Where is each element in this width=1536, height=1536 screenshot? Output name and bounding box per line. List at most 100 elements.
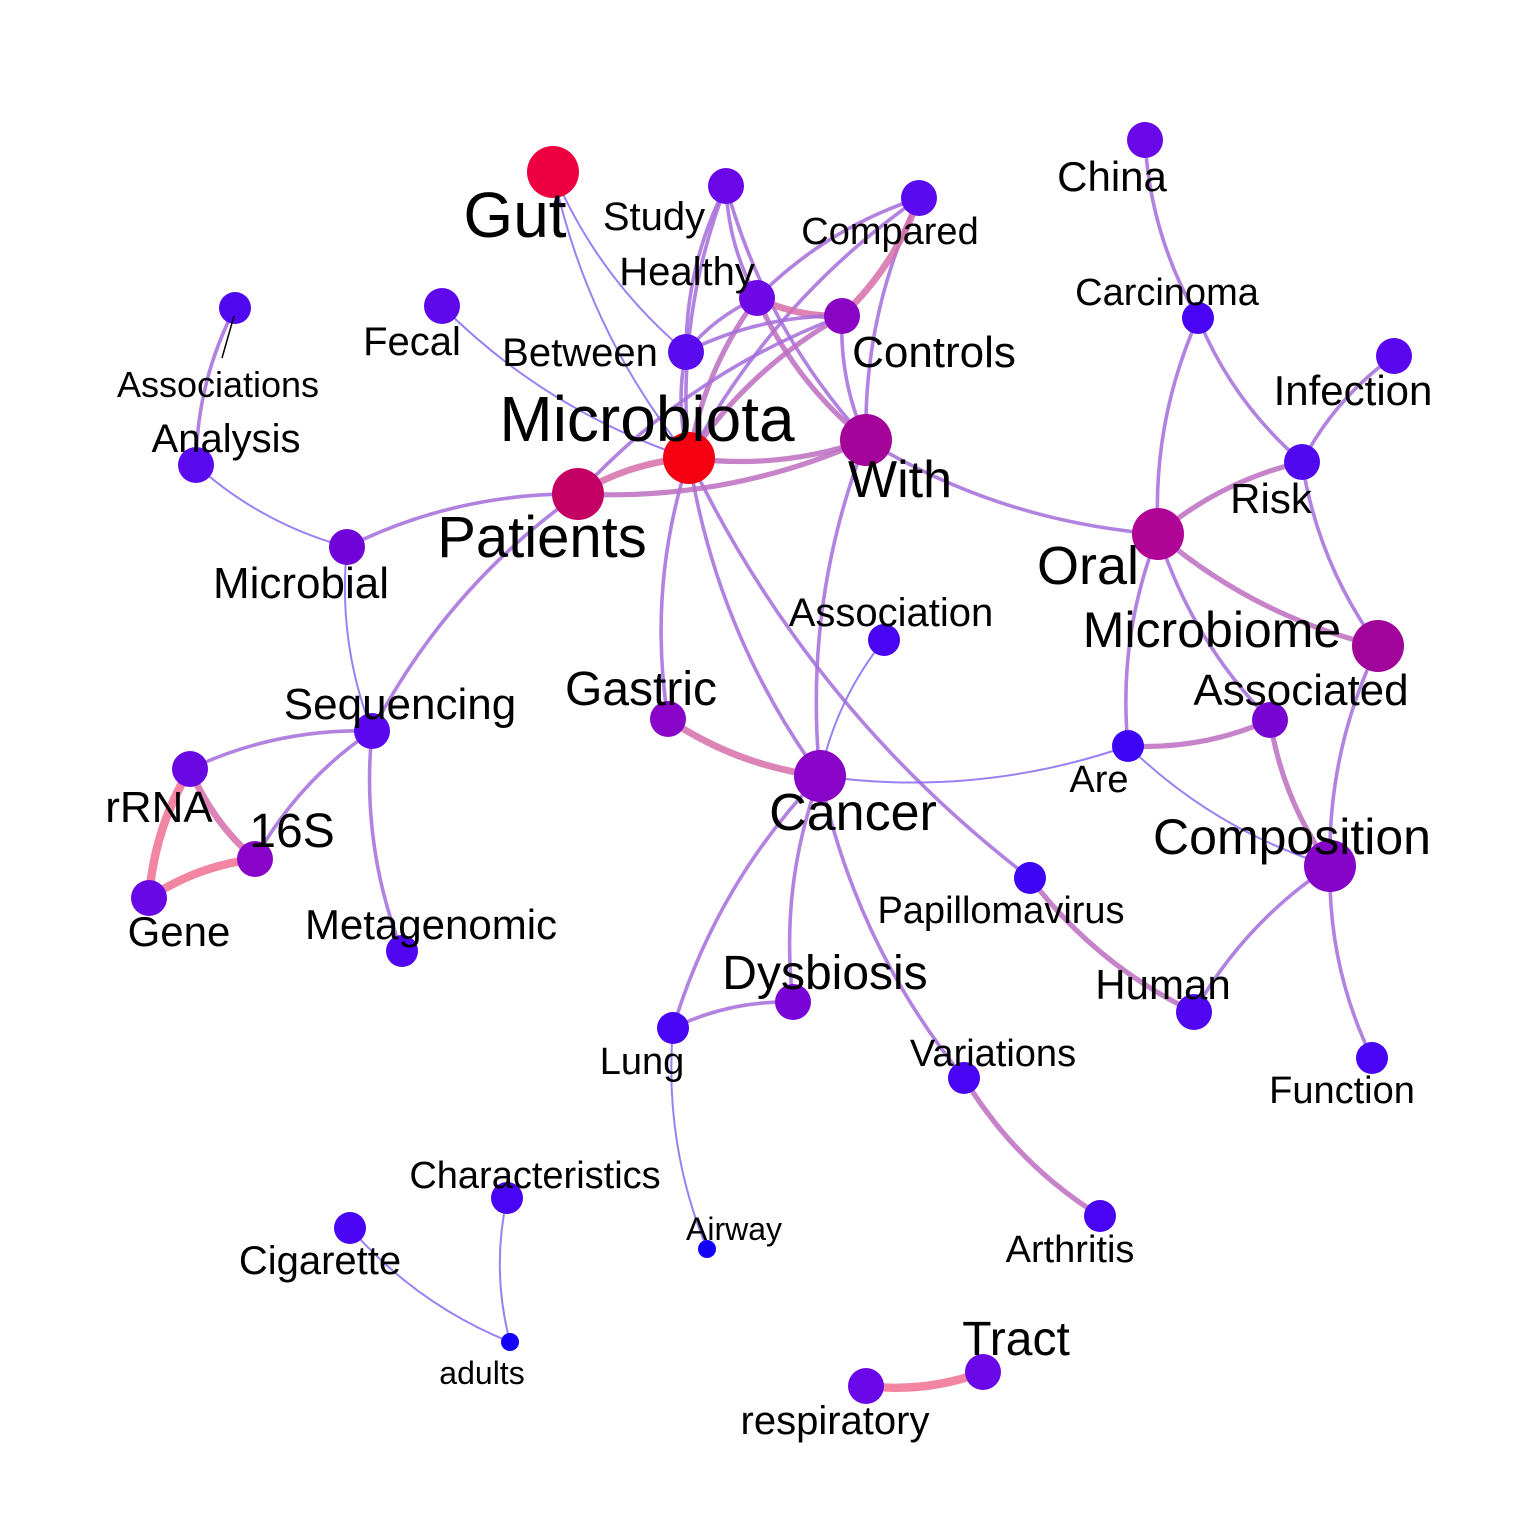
node-risk[interactable] <box>1284 444 1320 480</box>
node-cigarette[interactable] <box>334 1212 366 1244</box>
node-metagenomic[interactable] <box>386 935 418 967</box>
node-compared[interactable] <box>901 180 937 216</box>
node-controls[interactable] <box>824 298 860 334</box>
node-study[interactable] <box>708 168 744 204</box>
edge-analysis-microbial <box>195 464 348 548</box>
node-lung[interactable] <box>657 1012 689 1044</box>
node-infection[interactable] <box>1376 338 1412 374</box>
node-gastric[interactable] <box>650 701 686 737</box>
edge-china-carcinoma <box>1143 138 1200 320</box>
node-function[interactable] <box>1356 1042 1388 1074</box>
node-label-gut: Gut <box>463 179 566 251</box>
node-label-with: With <box>848 451 952 509</box>
node-with[interactable] <box>840 414 892 466</box>
node-gut[interactable] <box>527 146 579 198</box>
node-variations[interactable] <box>948 1062 980 1094</box>
node-label-characteristics: Characteristics <box>409 1155 660 1197</box>
node-16s[interactable] <box>237 841 273 877</box>
node-healthy[interactable] <box>739 280 775 316</box>
network-labels: Gut Microbiota Study Compared Healthy Fecal Be… <box>105 153 1432 1443</box>
node-tract[interactable] <box>965 1354 1001 1390</box>
edge-with-oral <box>864 438 1160 536</box>
node-carcinoma[interactable] <box>1182 302 1214 334</box>
node-papillomavirus[interactable] <box>1014 862 1046 894</box>
node-rrna[interactable] <box>172 751 208 787</box>
node-label-respiratory: respiratory <box>741 1399 930 1443</box>
node-label-study: Study <box>603 195 705 239</box>
node-label-microbiota: Microbiota <box>499 383 795 455</box>
node-label-adults: adults <box>439 1355 524 1391</box>
node-dysbiosis[interactable] <box>775 984 811 1020</box>
node-label-rrna: rRNA <box>105 783 213 832</box>
edge-cigarette-adults <box>349 1227 511 1343</box>
edge-oral-associated <box>1156 532 1272 722</box>
node-adults[interactable] <box>501 1333 519 1351</box>
node-label-china: China <box>1057 153 1167 200</box>
node-label-microbial: Microbial <box>213 559 389 608</box>
node-china[interactable] <box>1127 122 1163 158</box>
node-microbiota[interactable] <box>663 432 715 484</box>
edge-study-microbiota <box>684 184 728 460</box>
node-characteristics[interactable] <box>491 1182 523 1214</box>
node-gene[interactable] <box>131 880 167 916</box>
node-fecal[interactable] <box>424 288 460 324</box>
node-composition[interactable] <box>1304 840 1356 892</box>
node-label-variations: Variations <box>910 1033 1076 1075</box>
node-association[interactable] <box>868 624 900 656</box>
node-associated[interactable] <box>1252 702 1288 738</box>
node-label-gene: Gene <box>128 908 231 955</box>
edge-cancer-dysbiosis <box>787 774 822 1004</box>
edge-cancer-lung <box>671 774 822 1030</box>
edge-gut-between <box>552 171 687 353</box>
edge-microbiome-composition <box>1328 644 1380 868</box>
node-airway[interactable] <box>698 1240 716 1258</box>
edge-compared-healthy <box>755 196 921 300</box>
edge-controls-microbiota <box>686 313 845 461</box>
edge-cancer-variations <box>818 774 966 1080</box>
node-cancer[interactable] <box>794 750 846 802</box>
node-label-compared: Compared <box>801 211 978 253</box>
node-label-composition: Composition <box>1153 809 1431 865</box>
edge-microbiota-cancer <box>687 456 822 778</box>
node-microbial[interactable] <box>329 529 365 565</box>
node-label-function: Function <box>1269 1070 1415 1112</box>
node-label-association: Association <box>789 591 994 635</box>
node-sequencing[interactable] <box>354 713 390 749</box>
edge-compared-microbiota <box>687 196 921 460</box>
node-patients[interactable] <box>552 468 604 520</box>
node-label-oral: Oral <box>1037 536 1139 596</box>
edge-carcinoma-oral <box>1155 316 1200 536</box>
node-label-controls: Controls <box>852 328 1016 377</box>
node-associations[interactable] <box>219 292 251 324</box>
node-label-analysis: Analysis <box>152 417 301 461</box>
edge-sequencing-rrna <box>188 729 374 771</box>
node-label-metagenomic: Metagenomic <box>305 901 557 948</box>
edge-oral-are <box>1124 532 1160 748</box>
edge-microbiota-papillomavirus <box>687 456 1032 880</box>
edge-sequencing-metagenomic <box>367 729 404 953</box>
node-label-human: Human <box>1095 961 1230 1008</box>
edge-controls-patients <box>576 314 844 496</box>
node-label-associated: Associated <box>1193 666 1408 715</box>
node-label-between: Between <box>502 331 658 375</box>
edge-controls-between <box>684 314 844 354</box>
node-between[interactable] <box>668 334 704 370</box>
node-label-are: Are <box>1069 759 1128 801</box>
node-are[interactable] <box>1112 730 1144 762</box>
node-oral[interactable] <box>1132 508 1184 560</box>
edge-fecal-microbiota <box>441 305 690 459</box>
edge-oral-microbiome <box>1155 531 1381 649</box>
node-analysis[interactable] <box>178 447 214 483</box>
node-label-airway: Airway <box>686 1211 782 1247</box>
node-label-sequencing: Sequencing <box>284 680 516 729</box>
node-label-tract: Tract <box>962 1313 1070 1366</box>
node-arthritis[interactable] <box>1084 1200 1116 1232</box>
edge-carcinoma-risk <box>1196 316 1304 464</box>
node-microbiome[interactable] <box>1352 620 1404 672</box>
edge-study-between <box>684 184 728 354</box>
node-label-infection: Infection <box>1274 367 1433 414</box>
node-label-fecal: Fecal <box>363 320 461 364</box>
node-respiratory[interactable] <box>848 1368 884 1404</box>
node-label-risk: Risk <box>1230 475 1313 522</box>
node-human[interactable] <box>1176 994 1212 1030</box>
